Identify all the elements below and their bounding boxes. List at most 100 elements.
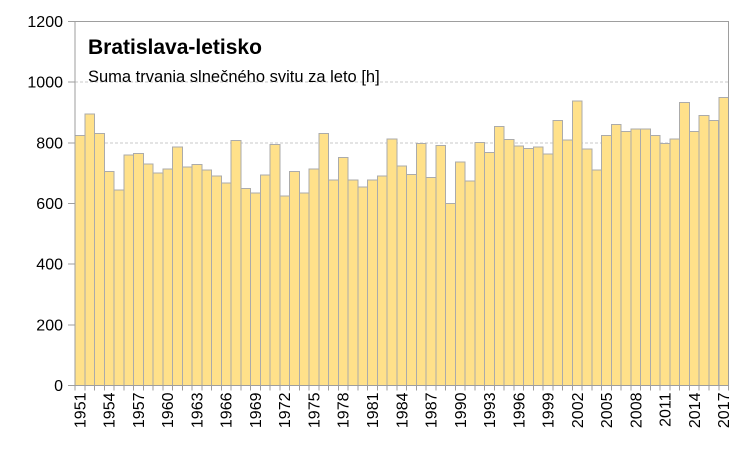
bar-1998: [532, 146, 544, 386]
bar-1986: [415, 142, 427, 386]
bar-1968: [240, 187, 252, 386]
bar-1958: [142, 163, 154, 386]
x-axis-label-2017: 2017: [716, 392, 733, 428]
bar-1993: [484, 152, 495, 386]
x-axis-label-1957: 1957: [131, 392, 148, 428]
y-axis-label-200: 200: [36, 317, 63, 334]
bar-1960: [162, 168, 174, 386]
bar-1969: [250, 192, 261, 386]
x-axis-label-2005: 2005: [599, 392, 616, 428]
x-axis-label-1951: 1951: [72, 392, 89, 428]
bar-1987: [425, 177, 437, 386]
bar-1955: [113, 189, 125, 386]
y-axis-label-600: 600: [36, 196, 63, 213]
bar-1989: [445, 203, 456, 386]
bar-2012: [669, 138, 681, 386]
x-axis-label-1963: 1963: [189, 392, 206, 428]
bar-1972: [279, 195, 291, 386]
x-axis-label-2002: 2002: [570, 392, 587, 428]
bar-1985: [406, 173, 417, 386]
bar-2015: [698, 115, 710, 386]
bar-2000: [552, 119, 564, 386]
bar-1974: [298, 192, 310, 386]
bar-2003: [581, 148, 593, 386]
x-axis-label-1978: 1978: [336, 392, 353, 428]
bar-1952: [84, 113, 95, 387]
bar-1973: [289, 170, 300, 386]
y-axis-label-0: 0: [54, 378, 63, 395]
x-axis-label-1990: 1990: [453, 392, 470, 428]
x-axis-label-1972: 1972: [277, 392, 294, 428]
bar-1983: [386, 138, 398, 386]
bar-1978: [337, 157, 349, 386]
bar-1990: [454, 161, 466, 386]
x-axis-label-1981: 1981: [365, 392, 382, 428]
y-axis-label-1000: 1000: [27, 75, 63, 92]
bar-1961: [172, 146, 183, 386]
y-axis-label-400: 400: [36, 257, 63, 274]
x-axis-label-2014: 2014: [687, 392, 704, 428]
chart-subtitle: Suma trvania slnečného svitu za leto [h]: [88, 68, 380, 86]
bar-2016: [708, 120, 720, 386]
bar-1964: [201, 169, 213, 386]
bar-1979: [347, 179, 359, 386]
bar-1975: [308, 168, 320, 386]
bar-2008: [630, 128, 642, 386]
bar-1966: [220, 182, 232, 386]
bar-1996: [513, 145, 525, 386]
bar-1959: [152, 172, 164, 386]
bar-1963: [191, 164, 203, 386]
bar-2001: [562, 139, 573, 386]
x-axis-label-1969: 1969: [248, 392, 265, 428]
x-axis-label-2011: 2011: [658, 392, 675, 427]
x-axis-label-1954: 1954: [102, 392, 119, 428]
chart-title: Bratislava-letisko: [88, 36, 262, 59]
bar-2011: [659, 142, 671, 386]
bar-1982: [376, 175, 388, 386]
x-axis-label-1960: 1960: [160, 392, 177, 428]
bar-2007: [620, 130, 632, 386]
bar-2009: [640, 128, 651, 386]
x-axis-label-1999: 1999: [541, 392, 558, 428]
bar-1977: [328, 179, 339, 386]
bar-1965: [211, 175, 222, 386]
bar-2005: [601, 135, 612, 386]
bar-1953: [94, 133, 105, 386]
bar-1967: [230, 139, 242, 386]
x-axis-label-1987: 1987: [424, 392, 441, 428]
bar-1951: [74, 134, 86, 386]
x-axis-label-2008: 2008: [628, 392, 645, 428]
y-axis-label-1200: 1200: [27, 14, 63, 31]
bar-1956: [123, 154, 135, 386]
x-axis-label-1966: 1966: [219, 392, 236, 428]
bar-1995: [503, 139, 515, 386]
bar-1962: [181, 166, 193, 386]
bar-1988: [435, 145, 447, 386]
y-axis-label-800: 800: [36, 135, 63, 152]
bar-2017: [718, 96, 729, 387]
bar-1957: [133, 152, 144, 386]
bar-2010: [649, 135, 661, 386]
bar-1954: [103, 171, 115, 386]
bar-1999: [542, 153, 554, 386]
x-axis-label-1984: 1984: [394, 392, 411, 428]
bar-2004: [591, 169, 603, 386]
bar-1970: [259, 174, 271, 386]
bar-2013: [679, 101, 690, 387]
bar-1980: [357, 186, 369, 386]
bar-1981: [367, 179, 378, 386]
bar-1997: [523, 148, 534, 386]
bar-1971: [269, 143, 281, 386]
x-axis-label-1996: 1996: [511, 392, 528, 428]
bar-1976: [318, 133, 330, 386]
bar-2002: [571, 100, 583, 386]
bar-2006: [610, 124, 622, 386]
x-axis-label-1975: 1975: [306, 392, 323, 428]
bar-1991: [464, 180, 476, 386]
x-axis-label-1993: 1993: [482, 392, 499, 428]
bar-1994: [493, 125, 505, 386]
bar-1984: [396, 165, 408, 386]
bar-2014: [688, 130, 700, 386]
